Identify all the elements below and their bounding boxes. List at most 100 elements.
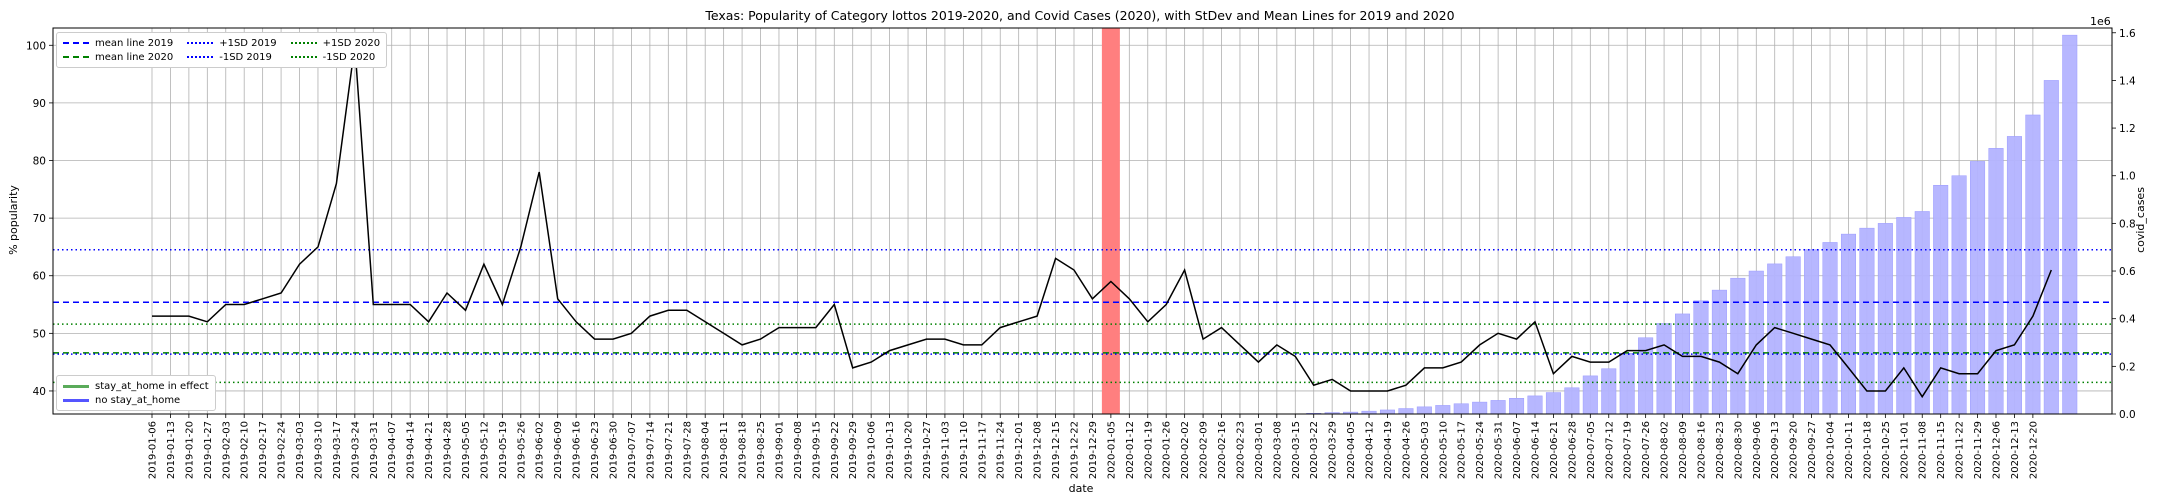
x-tick-label: 2020-01-05 bbox=[1106, 421, 1117, 479]
x-tick-label: 2019-05-12 bbox=[479, 421, 490, 479]
covid-bar bbox=[1656, 323, 1672, 415]
x-tick-label: 2020-08-23 bbox=[1715, 421, 1726, 479]
covid-bar bbox=[1490, 400, 1506, 415]
x-tick-label: 2020-06-14 bbox=[1531, 421, 1542, 479]
y-tick-label: 60 bbox=[33, 271, 46, 283]
x-tick-label: 2019-11-17 bbox=[977, 421, 988, 479]
covid-bar bbox=[1933, 185, 1949, 415]
x-tick-label: 2020-01-12 bbox=[1125, 421, 1136, 479]
x-tick-label: 2019-01-20 bbox=[184, 421, 195, 479]
x-tick-label: 2019-09-01 bbox=[774, 421, 785, 479]
covid-bar bbox=[1767, 263, 1783, 415]
legend-label: mean line 2020 bbox=[95, 51, 174, 63]
covid-bar bbox=[1711, 289, 1727, 415]
x-tick-label: 2020-06-21 bbox=[1549, 421, 1560, 479]
y-right-tick-label: 0.0 bbox=[2119, 409, 2136, 421]
covid-bar bbox=[1582, 375, 1598, 415]
x-tick-label: 2019-10-13 bbox=[885, 421, 896, 479]
x-tick-label: 2020-05-10 bbox=[1438, 421, 1449, 479]
legend-item: no stay_at_home bbox=[63, 393, 209, 407]
stay-at-home-band bbox=[1101, 28, 1120, 414]
y-right-tick-label: 0.6 bbox=[2119, 266, 2136, 278]
legend-label: no stay_at_home bbox=[95, 394, 181, 406]
legend-stay-at-home: stay_at_home in effect no stay_at_home bbox=[56, 375, 216, 411]
x-tick-label: 2019-06-30 bbox=[609, 421, 620, 479]
x-tick-label: 2019-07-28 bbox=[682, 421, 693, 479]
y-axis-label: % popularity bbox=[7, 185, 20, 255]
covid-bar bbox=[2025, 114, 2041, 415]
legend-column-sd2019: +1SD 2019 -1SD 2019 bbox=[187, 36, 277, 64]
x-tick-label: 2019-05-19 bbox=[498, 421, 509, 479]
covid-bar bbox=[1675, 313, 1691, 415]
x-tick-label: 2019-12-15 bbox=[1051, 421, 1062, 479]
covid-bar bbox=[2043, 80, 2059, 415]
legend-swatch bbox=[63, 42, 89, 44]
x-tick-label: 2019-05-05 bbox=[461, 421, 472, 479]
x-tick-label: 2020-07-19 bbox=[1623, 421, 1634, 479]
covid-bar bbox=[1951, 175, 1967, 415]
legend-item: mean line 2020 bbox=[63, 50, 173, 64]
x-tick-label: 2019-09-08 bbox=[793, 421, 804, 479]
x-tick-label: 2019-03-24 bbox=[350, 421, 361, 479]
covid-bar bbox=[1988, 148, 2004, 415]
x-tick-label: 2020-01-19 bbox=[1143, 421, 1154, 479]
x-tick-label: 2019-11-10 bbox=[959, 421, 970, 479]
legend-item: mean line 2019 bbox=[63, 36, 173, 50]
x-tick-label: 2019-07-07 bbox=[627, 421, 638, 479]
x-tick-label: 2019-01-27 bbox=[203, 421, 214, 479]
legend-label: stay_at_home in effect bbox=[95, 380, 209, 392]
y-tick-label: 70 bbox=[33, 213, 46, 225]
right-axis-multiplier: 1e6 bbox=[2090, 15, 2111, 28]
x-tick-label: 2020-02-02 bbox=[1180, 421, 1191, 479]
x-tick-label: 2019-03-10 bbox=[313, 421, 324, 479]
x-tick-label: 2019-09-29 bbox=[848, 421, 859, 479]
x-tick-label: 2019-10-20 bbox=[904, 421, 915, 479]
legend-swatch bbox=[63, 384, 89, 388]
x-tick-label: 2020-09-06 bbox=[1752, 421, 1763, 479]
x-tick-label: 2020-12-06 bbox=[1992, 421, 2003, 479]
x-tick-label: 2020-05-17 bbox=[1457, 421, 1468, 479]
y-tick-label: 90 bbox=[33, 98, 46, 110]
x-tick-label: 2019-05-26 bbox=[516, 421, 527, 479]
x-tick-label: 2019-06-16 bbox=[572, 421, 583, 479]
covid-bar bbox=[1601, 368, 1617, 415]
x-tick-label: 2020-12-13 bbox=[2010, 421, 2021, 479]
legend-label: +1SD 2019 bbox=[219, 37, 277, 49]
y-tick-label: 40 bbox=[33, 386, 46, 398]
covid-bar bbox=[2062, 34, 2078, 415]
x-tick-label: 2019-06-23 bbox=[590, 421, 601, 479]
legend-label: +1SD 2020 bbox=[322, 37, 381, 49]
legend-column-2019: mean line 2019 mean line 2020 bbox=[63, 36, 173, 64]
covid-bar bbox=[1730, 277, 1746, 415]
x-tick-label: 2020-05-03 bbox=[1420, 421, 1431, 479]
covid-bar bbox=[1564, 387, 1580, 415]
x-tick-label: 2019-12-22 bbox=[1070, 421, 1081, 479]
covid-bar bbox=[1416, 406, 1432, 415]
x-tick-label: 2019-10-27 bbox=[922, 421, 933, 479]
y-tick-label: 100 bbox=[26, 40, 46, 52]
x-tick-label: 2020-11-08 bbox=[1918, 421, 1929, 479]
x-tick-label: 2020-08-30 bbox=[1733, 421, 1744, 479]
x-tick-label: 2020-04-19 bbox=[1383, 421, 1394, 479]
x-tick-label: 2020-03-01 bbox=[1254, 421, 1265, 479]
x-tick-label: 2020-08-02 bbox=[1660, 421, 1671, 479]
x-tick-label: 2020-03-22 bbox=[1309, 421, 1320, 479]
x-tick-label: 2020-06-07 bbox=[1512, 421, 1523, 479]
x-tick-label: 2019-03-31 bbox=[369, 421, 380, 479]
x-tick-label: 2020-05-24 bbox=[1475, 421, 1486, 479]
legend-item: stay_at_home in effect bbox=[63, 379, 209, 393]
x-tick-label: 2020-02-09 bbox=[1199, 421, 1210, 479]
covid-bar bbox=[1545, 392, 1561, 415]
x-tick-label: 2019-11-03 bbox=[940, 421, 951, 479]
legend-item: -1SD 2020 bbox=[290, 50, 380, 64]
x-tick-label: 2020-10-04 bbox=[1826, 421, 1837, 479]
x-tick-label: 2020-10-11 bbox=[1844, 421, 1855, 479]
y-right-tick-label: 1.4 bbox=[2119, 75, 2136, 87]
legend-column-sd2020: +1SD 2020 -1SD 2020 bbox=[290, 36, 381, 64]
covid-bar bbox=[1379, 409, 1395, 415]
x-tick-label: 2020-04-05 bbox=[1346, 421, 1357, 479]
plot-frame bbox=[52, 27, 2113, 415]
legend-item: -1SD 2019 bbox=[187, 50, 276, 64]
x-tick-label: 2020-08-16 bbox=[1696, 421, 1707, 479]
